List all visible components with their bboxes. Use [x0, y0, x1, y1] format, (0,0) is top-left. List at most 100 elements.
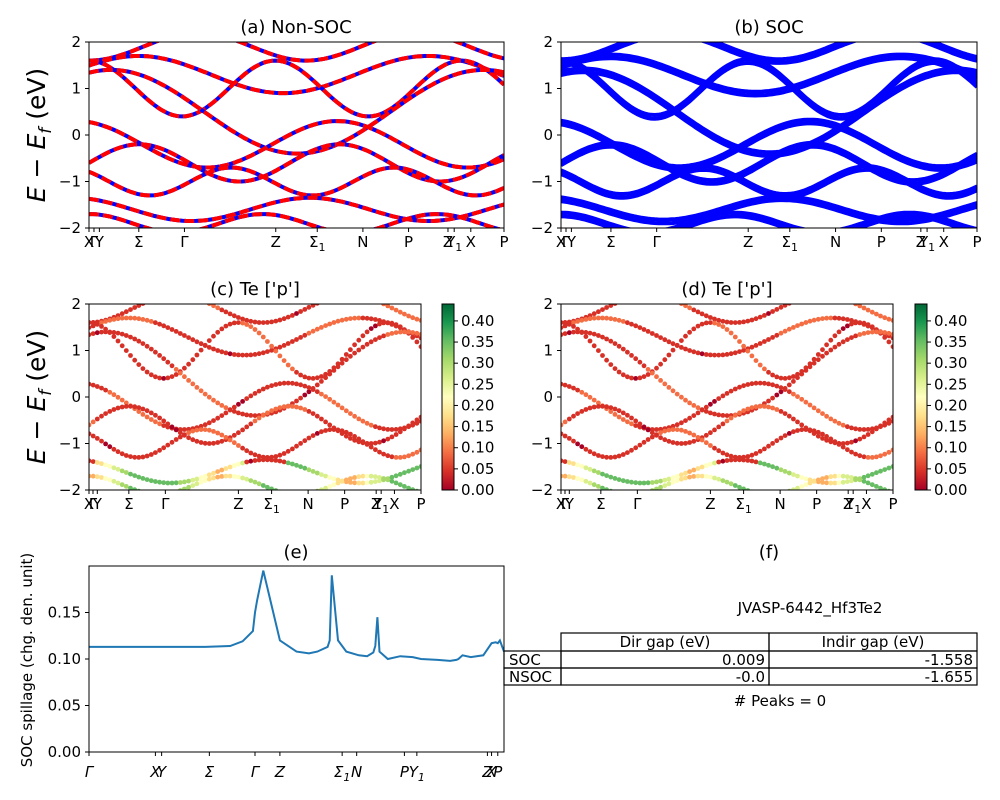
projected-dot	[385, 320, 391, 325]
projected-dot	[157, 321, 163, 327]
projected-dot	[803, 320, 809, 325]
projected-dot	[662, 477, 668, 483]
projected-dot	[298, 382, 303, 388]
projected-dot	[290, 380, 295, 386]
k-tick-label: X	[556, 233, 566, 251]
projected-dot	[302, 307, 308, 312]
projected-dot	[319, 374, 324, 379]
projected-dot	[348, 292, 353, 297]
projected-dot	[256, 330, 262, 336]
projected-dot	[799, 321, 805, 327]
projected-dot	[728, 330, 734, 336]
projected-dot	[645, 427, 651, 433]
table-row-label: NSOC	[509, 668, 552, 686]
projected-dot	[820, 316, 825, 321]
projected-dot	[749, 381, 755, 387]
projected-dot	[637, 325, 643, 330]
projected-dot	[377, 318, 382, 323]
projected-dot	[782, 304, 788, 308]
projected-dot	[231, 474, 237, 479]
projected-dot	[240, 352, 246, 358]
projected-dot	[252, 391, 258, 396]
projected-dot	[575, 476, 580, 481]
projected-dot	[766, 492, 771, 497]
projected-dot	[795, 297, 800, 302]
projected-dot	[861, 434, 867, 440]
projected-dot	[857, 320, 863, 325]
projected-dot	[231, 463, 237, 468]
projected-dot	[676, 304, 679, 305]
projected-dot	[658, 430, 663, 436]
projected-dot	[402, 470, 407, 476]
y-tick-label: 2	[543, 295, 553, 313]
projected-dot	[269, 486, 274, 490]
projected-dot	[604, 487, 609, 490]
projected-dot	[90, 433, 96, 439]
projected-dot	[123, 484, 129, 489]
projected-dot	[182, 427, 187, 432]
projected-dot	[778, 389, 784, 395]
k-tick-label: X	[466, 233, 476, 251]
projected-dot	[617, 491, 622, 496]
projected-dot	[231, 404, 237, 410]
projected-dot	[766, 404, 771, 410]
projected-dot	[679, 420, 684, 426]
projected-dot	[786, 389, 792, 395]
projected-dot	[215, 474, 221, 480]
projected-dot	[418, 318, 421, 323]
projected-dot	[414, 465, 420, 471]
projected-dot	[285, 380, 291, 386]
projected-dot	[803, 399, 809, 405]
projected-dot	[331, 427, 337, 432]
projected-dot	[649, 480, 655, 485]
projected-dot	[815, 477, 821, 483]
projected-dot	[591, 397, 597, 403]
projected-dot	[579, 317, 585, 323]
projected-dot	[194, 352, 200, 358]
y-tick-label: −2	[59, 219, 81, 237]
y-tick-label: −1	[59, 435, 81, 453]
projected-dot	[373, 424, 378, 430]
projected-dot	[202, 440, 208, 446]
projected-dot	[679, 472, 684, 478]
projected-dot	[244, 448, 250, 454]
x-tick-label: Z	[481, 763, 493, 781]
k-tick-label: Y	[94, 233, 105, 251]
projected-dot	[703, 432, 709, 438]
panel-c-yticks: 2 1 0 −1 −2	[59, 295, 89, 499]
projected-dot	[703, 352, 709, 357]
colorbar-tick-label: 0.00	[934, 481, 967, 499]
projected-dot	[562, 331, 568, 336]
projected-dot	[202, 342, 208, 348]
projected-dot	[849, 449, 854, 455]
projected-dot	[190, 477, 196, 483]
projected-dot	[385, 427, 391, 432]
projected-dot	[770, 335, 775, 340]
projected-dot	[845, 424, 850, 430]
projected-dot	[236, 352, 241, 358]
projected-dot	[265, 457, 270, 463]
projected-dot	[132, 305, 138, 310]
projected-dot	[695, 309, 701, 315]
projected-dot	[144, 477, 150, 482]
projected-dot	[753, 316, 759, 322]
projected-dot	[869, 309, 875, 315]
panel-e-xticks: Γ XY Σ Γ Z Σ1 N P Y1 ZXP	[85, 752, 503, 784]
projected-dot	[343, 429, 349, 435]
projected-dot	[306, 409, 312, 414]
projected-dot	[145, 299, 150, 304]
projected-dot	[290, 446, 295, 452]
projected-dot	[103, 476, 108, 481]
band-line	[89, 195, 504, 223]
x-tick-label: X	[485, 763, 497, 781]
projected-dot	[625, 412, 630, 418]
projected-dot	[194, 339, 200, 345]
projected-dot	[285, 314, 291, 320]
projected-dot	[140, 406, 146, 412]
projected-dot	[377, 425, 382, 431]
projected-dot	[198, 427, 204, 432]
projected-dot	[695, 350, 701, 356]
projected-dot	[732, 320, 738, 325]
projected-dot	[791, 374, 796, 379]
